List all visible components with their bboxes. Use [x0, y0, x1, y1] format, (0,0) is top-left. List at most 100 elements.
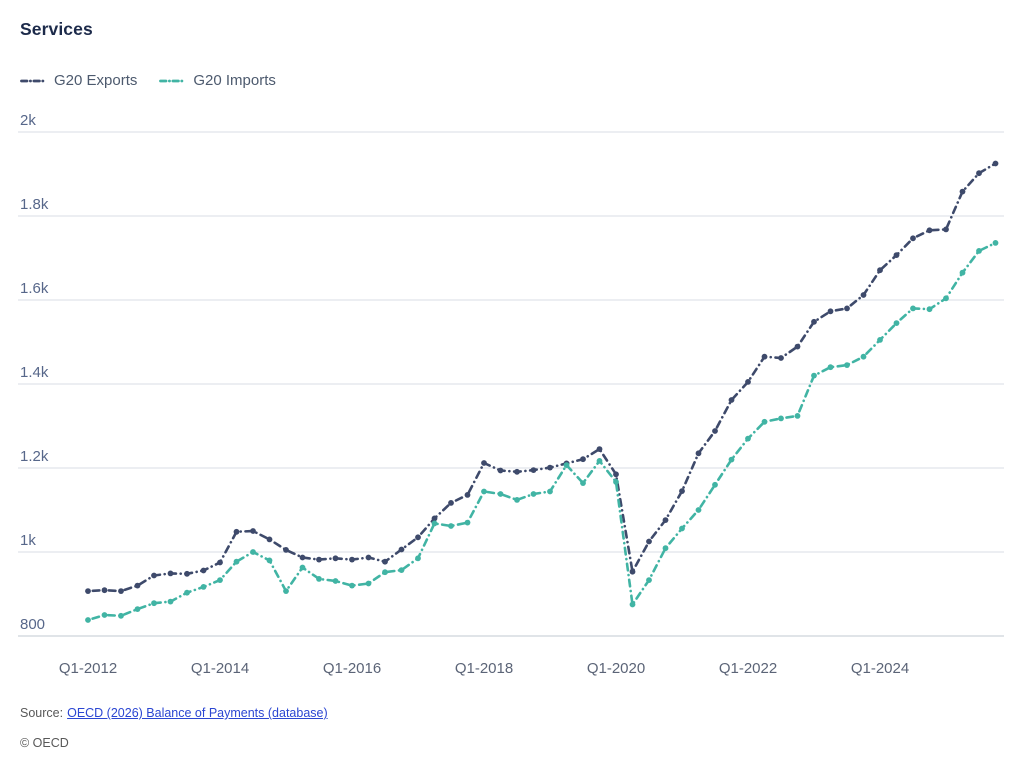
source-line: Source: OECD (2026) Balance of Payments (… [20, 706, 328, 720]
data-point [151, 572, 157, 579]
data-point [646, 577, 652, 583]
data-point [926, 227, 933, 234]
data-point [118, 588, 124, 594]
data-point [679, 488, 685, 494]
data-point [431, 520, 438, 527]
data-point [761, 418, 768, 425]
copyright: © OECD [20, 736, 69, 750]
data-point [877, 337, 883, 343]
data-point [497, 491, 504, 497]
data-point [266, 557, 273, 564]
y-axis-tick-label: 1.6k [20, 280, 49, 297]
data-point [134, 582, 141, 589]
data-point [382, 569, 388, 576]
data-point [844, 362, 850, 368]
data-point [217, 559, 223, 566]
data-point [877, 267, 883, 274]
legend-item-imports[interactable]: G20 Imports [159, 72, 276, 89]
data-point [662, 517, 669, 523]
data-point [893, 252, 900, 258]
data-point [794, 413, 801, 419]
data-point [448, 500, 454, 506]
x-axis-tick-label: Q1-2016 [323, 660, 381, 677]
data-point [415, 555, 421, 562]
data-point [811, 318, 817, 325]
data-point [217, 577, 223, 583]
x-axis-tick-label: Q1-2014 [191, 660, 249, 677]
data-point [332, 578, 339, 584]
data-point [167, 570, 174, 577]
data-point [745, 435, 751, 442]
legend-swatch-dashdot-icon [20, 79, 46, 82]
data-point [580, 456, 586, 463]
data-point [629, 568, 636, 575]
data-point [85, 588, 91, 594]
data-point [365, 580, 372, 587]
data-point [464, 492, 471, 498]
data-point [151, 600, 157, 607]
line-chart: 2k 1.8k 1.6k 1.4k 1.2k 1k 800 Q1-2012 Q1-2014 Q1-… [18, 112, 1004, 677]
y-axis-tick-label: 1.8k [20, 196, 49, 213]
data-point [695, 450, 702, 457]
data-point [250, 528, 256, 534]
data-point [596, 446, 603, 452]
data-point [580, 480, 586, 486]
data-point [563, 462, 570, 468]
data-point [943, 295, 949, 302]
data-point [811, 372, 817, 379]
data-point [695, 507, 702, 513]
data-point [629, 601, 636, 608]
data-point [547, 488, 553, 495]
data-point [118, 612, 124, 619]
data-point [398, 546, 405, 553]
x-axis-tick-label: Q1-2020 [587, 660, 645, 677]
data-point [679, 525, 685, 532]
x-axis-tick-label: Q1-2022 [719, 660, 777, 677]
data-point [283, 547, 289, 553]
source-link[interactable]: OECD (2026) Balance of Payments (databas… [67, 706, 328, 720]
data-point [844, 305, 850, 312]
y-axis-tick-label: 1.2k [20, 448, 49, 465]
data-point [431, 515, 438, 522]
data-point [200, 567, 207, 574]
data-point [646, 538, 652, 545]
data-point [365, 554, 372, 561]
data-point [514, 497, 520, 503]
data-point [283, 588, 289, 594]
legend-label: G20 Exports [54, 72, 138, 89]
data-point [514, 468, 520, 475]
data-point [778, 415, 784, 422]
data-point [497, 467, 504, 474]
data-point [596, 458, 603, 464]
data-point [200, 584, 207, 590]
data-point [827, 364, 834, 371]
data-point [167, 598, 174, 605]
data-point [184, 589, 190, 596]
data-point [85, 617, 91, 623]
data-point [481, 460, 487, 466]
y-axis-tick-label: 800 [20, 616, 45, 633]
data-point [547, 464, 553, 471]
data-point [613, 479, 619, 485]
data-point [992, 160, 999, 167]
data-point [382, 558, 388, 565]
data-point [530, 491, 537, 497]
legend-swatch-dashdot-icon [159, 79, 186, 82]
data-point [398, 567, 405, 573]
y-axis-tick-label: 2k [20, 112, 36, 129]
data-point [976, 170, 982, 177]
data-point [299, 554, 306, 561]
data-point [250, 549, 256, 555]
data-point [976, 248, 982, 254]
legend-item-exports[interactable]: G20 Exports [20, 72, 137, 89]
data-point [959, 269, 966, 276]
data-point [101, 587, 108, 594]
data-point [910, 305, 916, 312]
data-point [448, 523, 454, 529]
x-axis-tick-label: Q1-2018 [455, 660, 513, 677]
data-point [728, 456, 735, 463]
data-point [481, 488, 487, 495]
data-point [893, 320, 900, 326]
data-point [530, 467, 537, 473]
